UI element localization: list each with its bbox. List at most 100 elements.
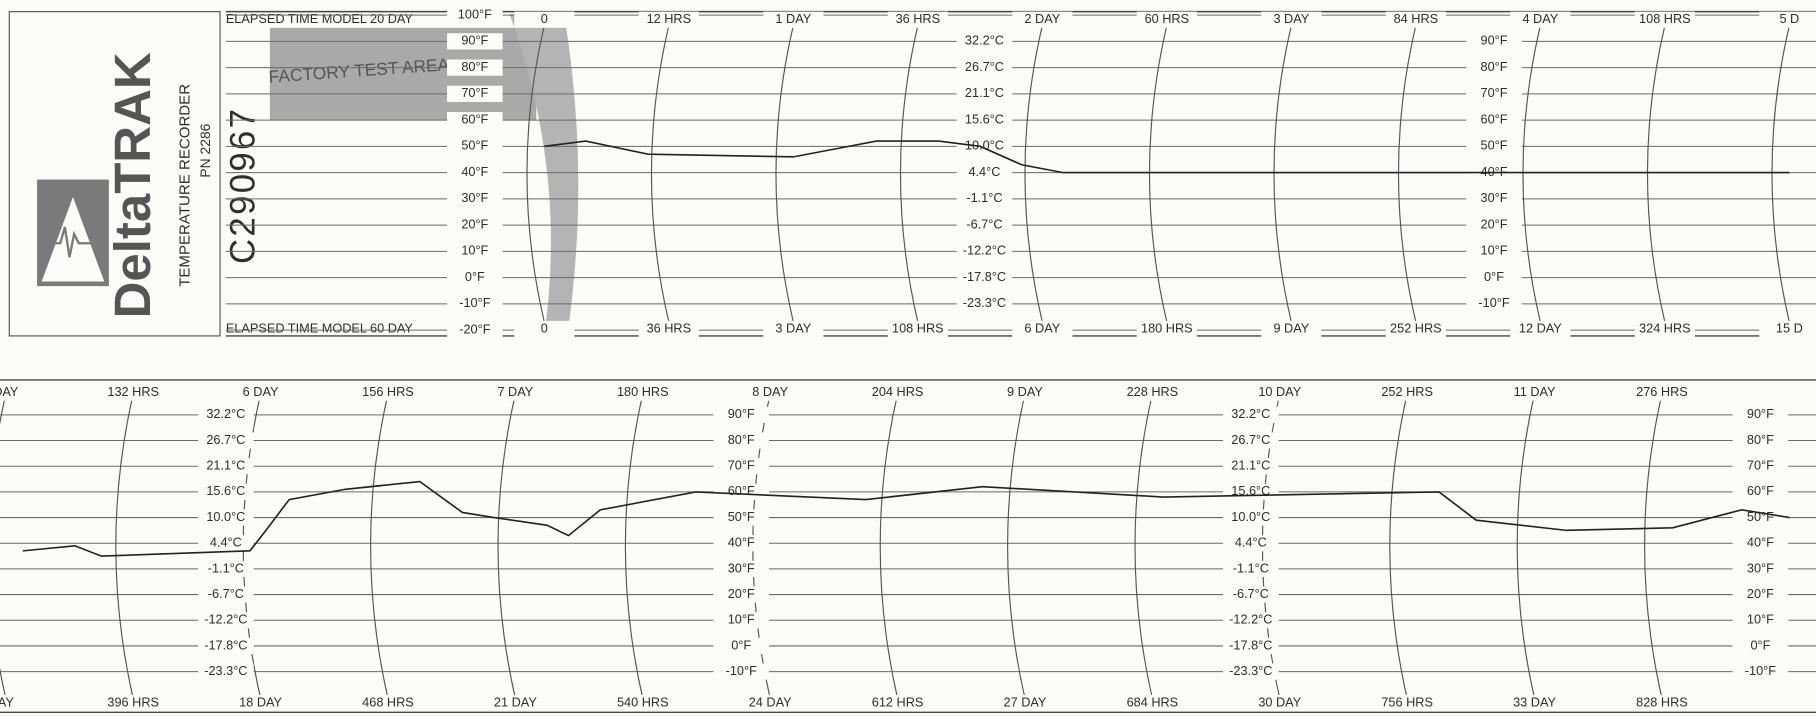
- scale-label: 15.6°C: [965, 111, 1004, 126]
- time-label-bottom: 324 HRS: [1639, 320, 1691, 335]
- scale-label: -17.8°C: [1229, 637, 1272, 652]
- scale-label: 26.7°C: [206, 432, 245, 447]
- scale-label: 80°F: [1747, 432, 1774, 447]
- scale-label: 26.7°C: [965, 59, 1004, 74]
- scale-label: 4.4°C: [968, 164, 1000, 179]
- time-label-top: 180 HRS: [617, 384, 669, 399]
- scale-label: 20°F: [461, 216, 488, 231]
- scale-label: 32.2°C: [206, 406, 245, 421]
- scale-label: -12.2°C: [1229, 612, 1272, 627]
- scale-label: 80°F: [728, 432, 755, 447]
- time-label-top: 60 HRS: [1145, 11, 1190, 26]
- scale-label: -10°F: [1745, 663, 1776, 678]
- time-label-top: 11 DAY: [1514, 384, 1556, 399]
- scale-label: 40°F: [1747, 535, 1774, 550]
- scale-label: 4.4°C: [210, 535, 242, 550]
- scale-label: 10.0°C: [1231, 509, 1270, 524]
- time-label-top: 12 HRS: [647, 11, 692, 26]
- scale-label: 0°F: [465, 269, 485, 284]
- time-label-bottom: 21 DAY: [494, 694, 537, 709]
- scale-label: -23.3°C: [1229, 663, 1272, 678]
- time-label-bottom: 180 HRS: [1141, 320, 1193, 335]
- time-label-top: 9 DAY: [1007, 384, 1043, 399]
- scale-label: 90°F: [1747, 406, 1774, 421]
- scale-label: -17.8°C: [963, 269, 1006, 284]
- scale-label: 70°F: [728, 458, 755, 473]
- time-label-bottom: 756 HRS: [1381, 694, 1433, 709]
- scale-label: -17.8°C: [204, 637, 247, 652]
- scale-label: -12.2°C: [204, 612, 247, 627]
- time-label-top: 204 HRS: [872, 384, 924, 399]
- scale-label: 40°F: [461, 164, 488, 179]
- time-label-bottom: 396 HRS: [107, 694, 159, 709]
- scale-label: 50°F: [728, 509, 755, 524]
- scale-label: 70°F: [1747, 458, 1774, 473]
- scale-label: -10°F: [726, 663, 757, 678]
- time-label-top: 228 HRS: [1127, 384, 1179, 399]
- time-label-bottom: 540 HRS: [617, 694, 669, 709]
- time-label-top: 156 HRS: [362, 384, 414, 399]
- time-label-top: 2 DAY: [1024, 11, 1060, 26]
- scale-label: 4.4°C: [1235, 535, 1267, 550]
- time-label-top: 276 HRS: [1636, 384, 1688, 399]
- scale-label: -12.2°C: [963, 243, 1006, 258]
- time-label-top: 0: [541, 11, 548, 26]
- scale-label: -20°F: [459, 321, 490, 336]
- scale-label: 90°F: [1481, 33, 1508, 48]
- scale-label: -6.7°C: [208, 586, 244, 601]
- scale-label: -10°F: [1478, 295, 1509, 310]
- scale-label: -1.1°C: [208, 560, 244, 575]
- scale-label: 60°F: [1481, 111, 1508, 126]
- scale-label: 30°F: [1481, 190, 1508, 205]
- scale-label: 10°F: [1747, 612, 1774, 627]
- scale-label: 40°F: [1481, 164, 1508, 179]
- scale-label: 30°F: [728, 560, 755, 575]
- time-label-bottom: 33 DAY: [1513, 694, 1556, 709]
- time-label-bottom: 15 D: [1776, 320, 1803, 335]
- scale-label: 0°F: [1750, 637, 1770, 652]
- time-label-bottom: 18 DAY: [239, 694, 282, 709]
- time-label-top: 4 DAY: [1522, 11, 1558, 26]
- scale-label: 30°F: [461, 190, 488, 205]
- time-label-bottom: 27 DAY: [1004, 694, 1047, 709]
- scale-label: -6.7°C: [966, 216, 1002, 231]
- time-label-bottom: 0: [541, 320, 548, 335]
- scale-label: 60°F: [1747, 483, 1774, 498]
- scale-label: 21.1°C: [206, 458, 245, 473]
- time-label-top: 10 DAY: [1258, 384, 1301, 399]
- scale-label: 32.2°C: [965, 33, 1004, 48]
- time-label-bottom: 30 DAY: [1258, 694, 1301, 709]
- scale-label: 10.0°C: [206, 509, 245, 524]
- part-number: PN 2286: [197, 123, 213, 177]
- scale-label: 0°F: [731, 637, 751, 652]
- scale-label: 90°F: [728, 406, 755, 421]
- scale-label: -1.1°C: [1233, 560, 1269, 575]
- scale-label: 60°F: [461, 111, 488, 126]
- time-label-bottom: 24 DAY: [749, 694, 792, 709]
- product-name: TEMPERATURE RECORDER: [176, 84, 193, 287]
- time-label-bottom: 468 HRS: [362, 694, 414, 709]
- scale-label: 26.7°C: [1231, 432, 1270, 447]
- scale-label: 15.6°C: [206, 483, 245, 498]
- time-label-bottom: 108 HRS: [892, 320, 944, 335]
- time-label-bottom: 684 HRS: [1127, 694, 1179, 709]
- time-label-bottom: AY: [0, 694, 14, 709]
- time-label-bottom: 3 DAY: [775, 320, 811, 335]
- time-label-top: 7 DAY: [497, 384, 533, 399]
- time-label-bottom: 612 HRS: [872, 694, 924, 709]
- time-label-top: 36 HRS: [896, 11, 941, 26]
- scale-label: 10°F: [728, 612, 755, 627]
- scale-label: 20°F: [728, 586, 755, 601]
- time-label-top: 108 HRS: [1639, 11, 1691, 26]
- time-label-top: 84 HRS: [1394, 11, 1439, 26]
- recorder-chart-scan: DeltaTRAK TEMPERATURE RECORDER PN 2286 C…: [0, 0, 1816, 717]
- scale-label: 21.1°C: [1231, 458, 1270, 473]
- scale-label: -1.1°C: [966, 190, 1002, 205]
- scale-label: 10°F: [461, 243, 488, 258]
- scale-label: 0°F: [1484, 269, 1504, 284]
- time-label-top: 1 DAY: [775, 11, 811, 26]
- serial-number: C290967: [225, 107, 263, 264]
- time-label-top: 132 HRS: [107, 384, 159, 399]
- scale-label: 70°F: [461, 85, 488, 100]
- time-label-bottom: 9 DAY: [1273, 320, 1309, 335]
